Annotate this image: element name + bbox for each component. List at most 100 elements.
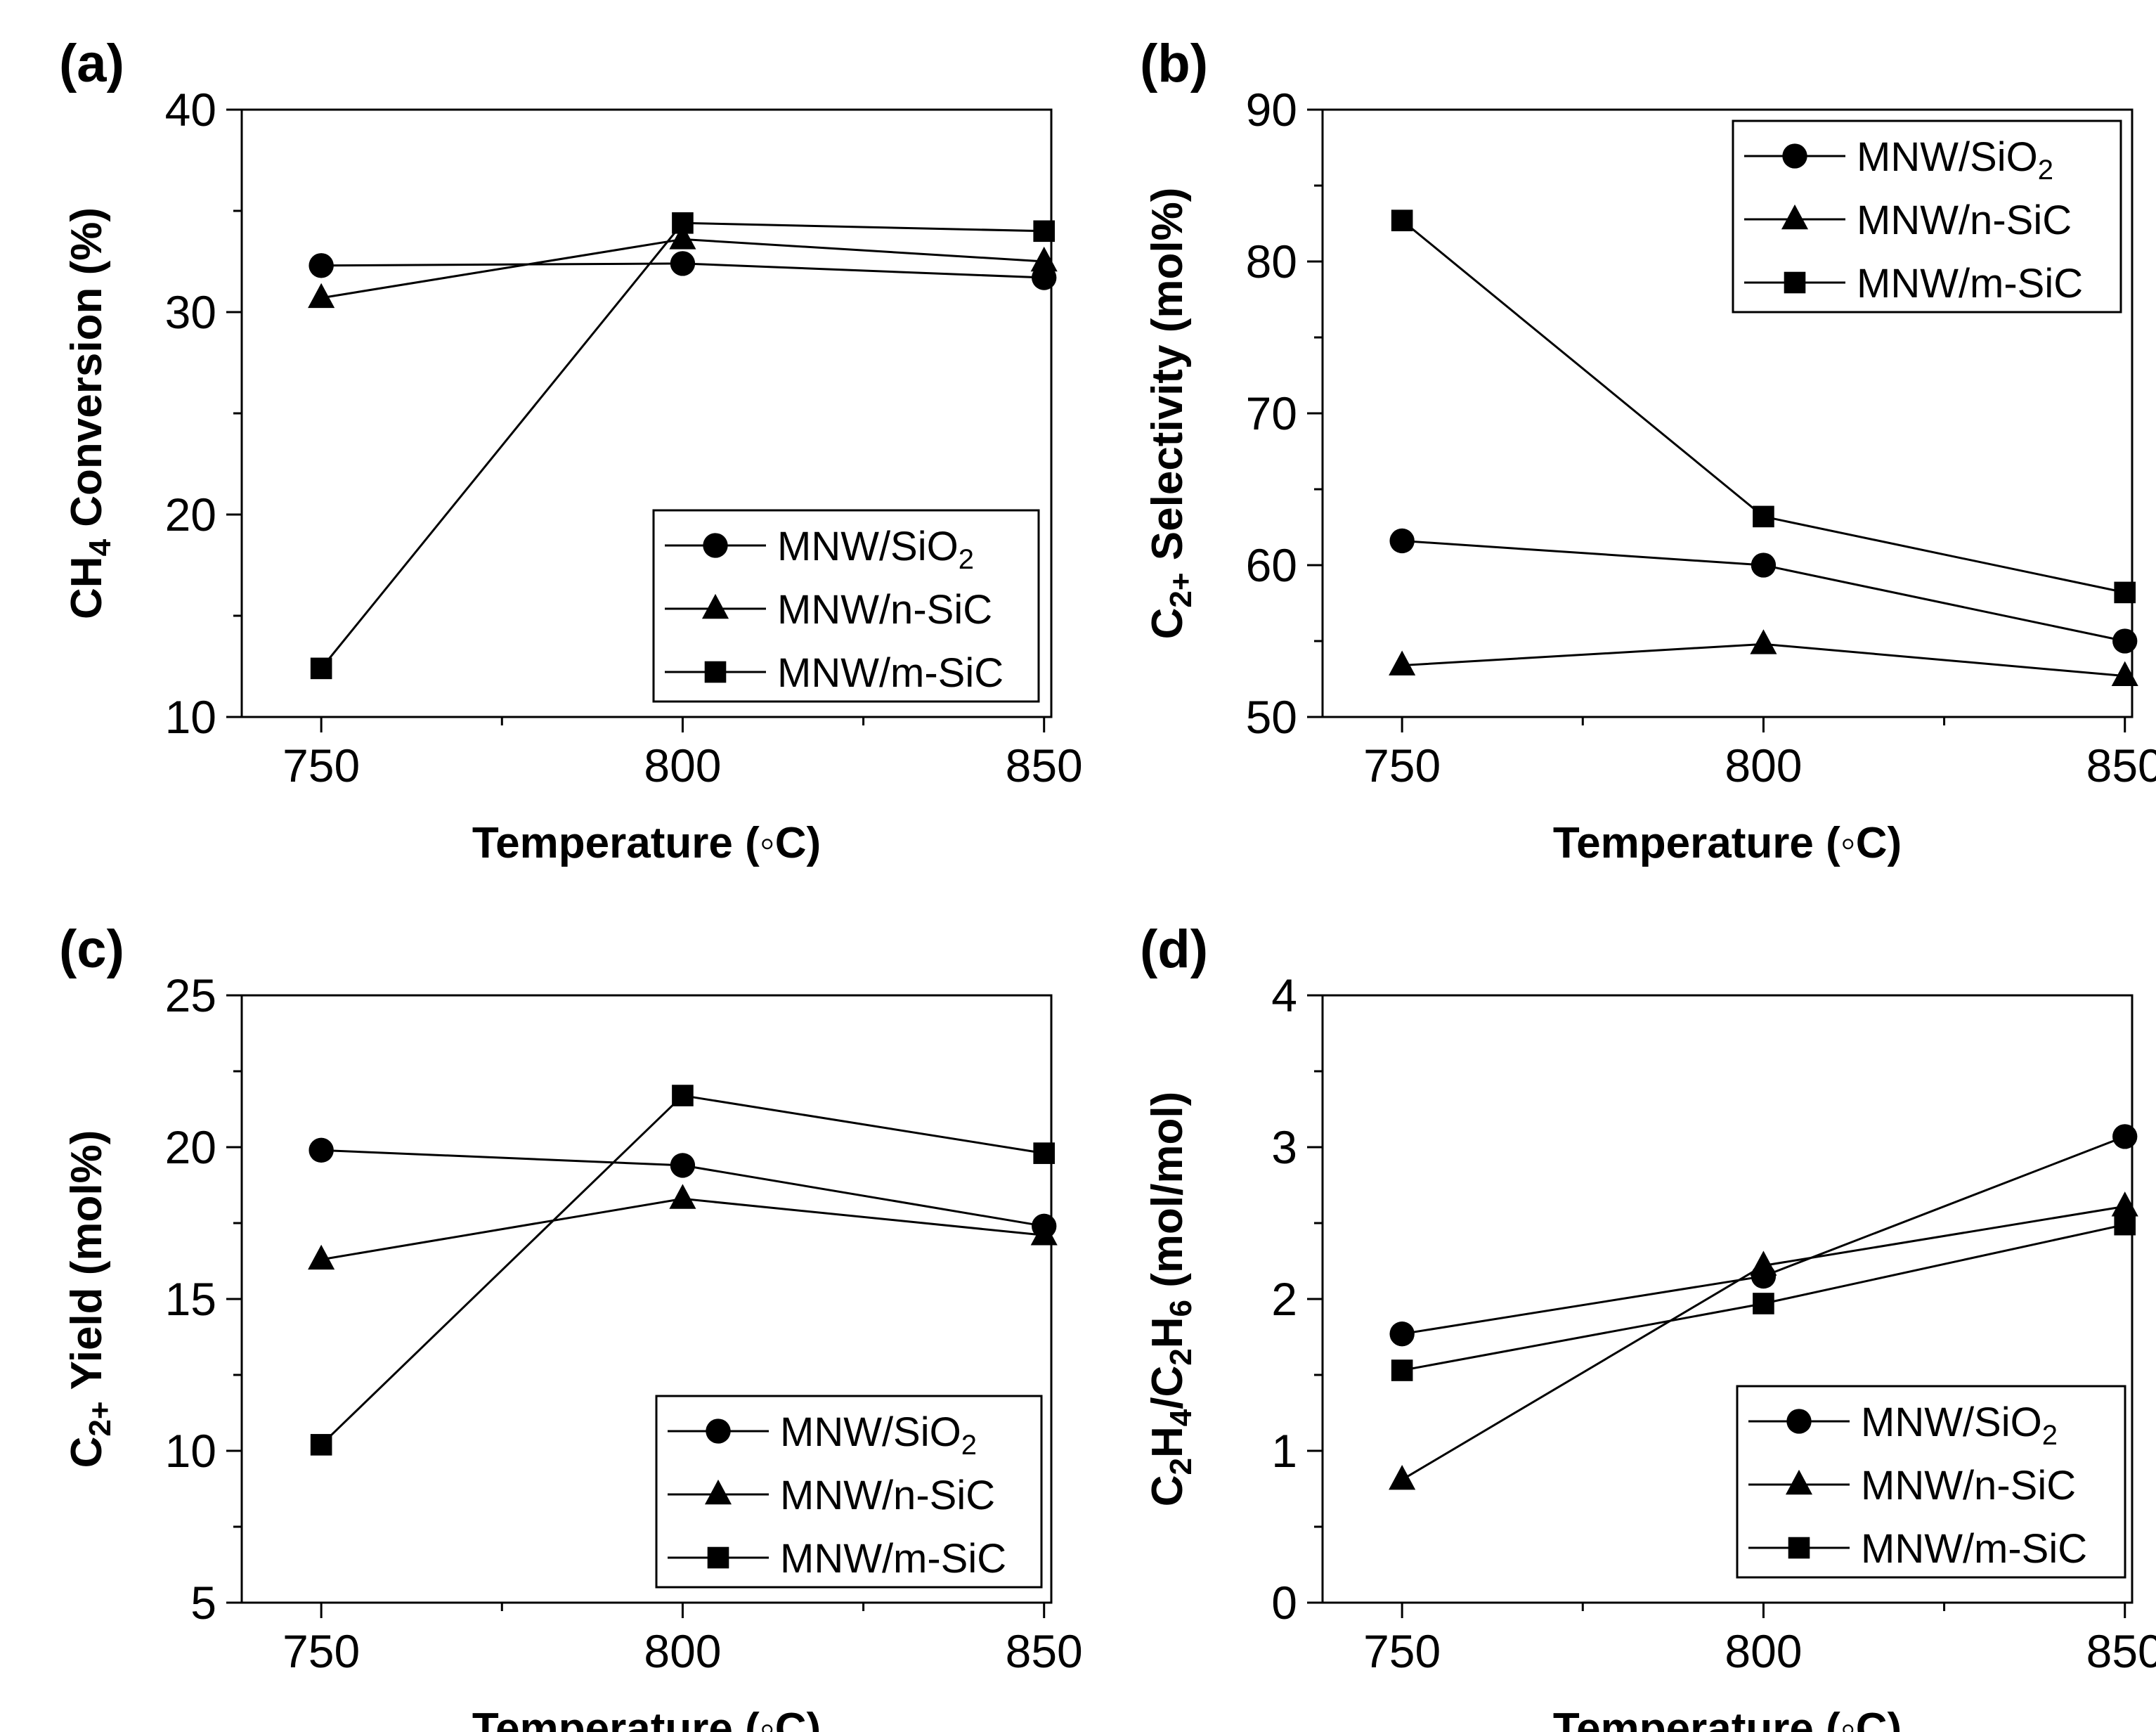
data-point-circle <box>2112 1124 2138 1149</box>
x-tick-label: 850 <box>2086 1625 2156 1677</box>
legend: MNW/SiO2 MNW/n-SiC MNW/m-SiC <box>655 1395 1043 1589</box>
y-axis-title-rest: Selectivity (mol%) <box>1143 188 1192 573</box>
y-tick-label: 4 <box>1271 969 1297 1021</box>
y-axis-title-part: H <box>1143 1317 1192 1348</box>
y-axis-title-main: CH <box>63 556 111 619</box>
y-axis-title-part: H <box>1143 1426 1192 1458</box>
x-axis-title: Temperature (◦C) <box>472 819 821 867</box>
legend-label: MNW/SiO2 <box>777 524 974 575</box>
y-tick-label: 5 <box>190 1577 216 1629</box>
data-point-circle <box>1389 1321 1415 1347</box>
y-axis-title-part: (mol/mol) <box>1143 1092 1192 1300</box>
y-axis-title-subscript: 2 <box>1164 1458 1198 1475</box>
data-point-circle <box>1751 552 1777 578</box>
y-axis-title-rest: Yield (mol%) <box>63 1130 111 1402</box>
x-axis-title-main: Temperature ( <box>472 1705 760 1732</box>
y-axis-title-subscript: 2+ <box>1164 572 1198 607</box>
data-point-circle <box>2112 628 2138 654</box>
legend-label-main: MNW/m-SiC <box>1861 1526 2087 1572</box>
x-tick-label: 800 <box>1725 739 1802 791</box>
data-point-triangle <box>1030 1220 1058 1246</box>
legend-label: MNW/SiO2 <box>1861 1400 2058 1451</box>
legend-label-subscript: 2 <box>2038 155 2053 186</box>
legend-label-subscript: 2 <box>961 1430 977 1461</box>
data-point-circle <box>309 253 334 278</box>
legend-label-main: MNW/SiO <box>780 1409 961 1455</box>
legend-marker-circle <box>703 533 728 558</box>
x-axis-title-unit: C) <box>1856 819 1902 867</box>
y-axis-title-subscript: 4 <box>83 538 117 556</box>
legend-label: MNW/m-SiC <box>1861 1526 2087 1572</box>
data-point-square <box>672 212 694 234</box>
legend-label: MNW/n-SiC <box>777 587 992 633</box>
x-tick-label: 750 <box>1363 1625 1441 1677</box>
x-axis-title: Temperature (◦C) <box>1553 1705 1902 1732</box>
legend-label-main: MNW/SiO <box>777 524 959 569</box>
y-tick-label: 10 <box>165 691 216 743</box>
x-axis-title-main: Temperature ( <box>472 819 760 867</box>
legend-label-subscript: 2 <box>2042 1420 2058 1451</box>
y-tick-label: 30 <box>165 286 216 338</box>
legend-label-main: MNW/n-SiC <box>777 587 992 633</box>
data-point-square <box>2114 581 2136 604</box>
legend-marker-square <box>1788 1537 1810 1559</box>
x-axis-title-unit: C) <box>775 1705 821 1732</box>
y-axis-title-main: C <box>1143 608 1192 640</box>
data-point-triangle <box>1389 1464 1416 1490</box>
legend-marker-square <box>704 661 727 683</box>
legend-label-main: MNW/n-SiC <box>1857 198 2072 243</box>
series-triangle <box>308 1184 1058 1270</box>
legend-marker-triangle <box>1785 1469 1813 1495</box>
y-tick-label: 50 <box>1246 691 1297 743</box>
panel-label: (c) <box>59 919 124 979</box>
x-axis-title-main: Temperature ( <box>1553 819 1840 867</box>
x-tick-label: 850 <box>2086 739 2156 791</box>
legend-label: MNW/n-SiC <box>1857 198 2072 243</box>
series-triangle <box>1389 1191 2138 1490</box>
x-axis-title-main: Temperature ( <box>1553 1705 1840 1732</box>
y-axis-title: C2+ Yield (mol%) <box>63 1130 117 1468</box>
legend-label: MNW/n-SiC <box>780 1473 995 1518</box>
x-tick-label: 800 <box>1725 1625 1802 1677</box>
legend-marker-triangle <box>1781 204 1809 230</box>
series-triangle <box>308 224 1058 309</box>
data-point-square <box>1391 209 1413 231</box>
legend-marker-square <box>707 1546 729 1569</box>
y-axis-title: C2+ Selectivity (mol%) <box>1143 188 1198 640</box>
y-axis-title-subscript: 6 <box>1164 1300 1198 1317</box>
legend-label-main: MNW/SiO <box>1857 134 2038 180</box>
data-point-square <box>310 657 332 680</box>
chart-panel-d: 750 800 850 0 1 2 3 4 Temperature (◦C) C2H4/C2H6 … <box>1140 919 2156 1732</box>
y-tick-label: 80 <box>1246 235 1297 287</box>
legend-label-main: MNW/n-SiC <box>780 1473 995 1518</box>
panel-label: (d) <box>1140 919 1208 979</box>
y-tick-label: 60 <box>1246 539 1297 591</box>
legend-marker-circle <box>706 1418 731 1444</box>
legend-label: MNW/n-SiC <box>1861 1463 2076 1508</box>
data-point-triangle <box>669 224 696 250</box>
legend-label: MNW/m-SiC <box>780 1536 1006 1582</box>
legend-label: MNW/m-SiC <box>1857 261 2083 306</box>
legend-label-main: MNW/m-SiC <box>780 1536 1006 1582</box>
data-point-triangle <box>1750 1250 1777 1276</box>
data-point-square <box>310 1434 332 1456</box>
legend: MNW/SiO2 MNW/n-SiC MNW/m-SiC <box>1732 119 2122 314</box>
legend-marker-circle <box>1786 1409 1812 1434</box>
chart-panel-a: 750 800 850 10 20 30 40 Temperature (◦C) CH4 Con… <box>59 34 1083 867</box>
y-axis-title-subscript: 2 <box>1164 1348 1198 1365</box>
legend-label-main: MNW/m-SiC <box>1857 261 2083 306</box>
data-point-square <box>1753 505 1774 528</box>
x-tick-label: 850 <box>1006 739 1083 791</box>
series-line <box>320 1094 1044 1446</box>
y-tick-label: 10 <box>165 1425 216 1477</box>
data-point-square <box>1033 1142 1056 1164</box>
legend-label-subscript: 2 <box>959 544 974 575</box>
x-tick-label: 750 <box>283 1625 360 1677</box>
series-square <box>310 1085 1056 1456</box>
y-axis-title: C2H4/C2H6 (mol/mol) <box>1143 1092 1198 1506</box>
chart-panel-b: 750 800 850 50 60 70 80 90 Temperature (◦C) C2+ S… <box>1140 34 2156 867</box>
data-point-circle <box>1389 528 1415 554</box>
legend-marker-triangle <box>704 1479 732 1505</box>
data-point-circle <box>670 1153 696 1178</box>
